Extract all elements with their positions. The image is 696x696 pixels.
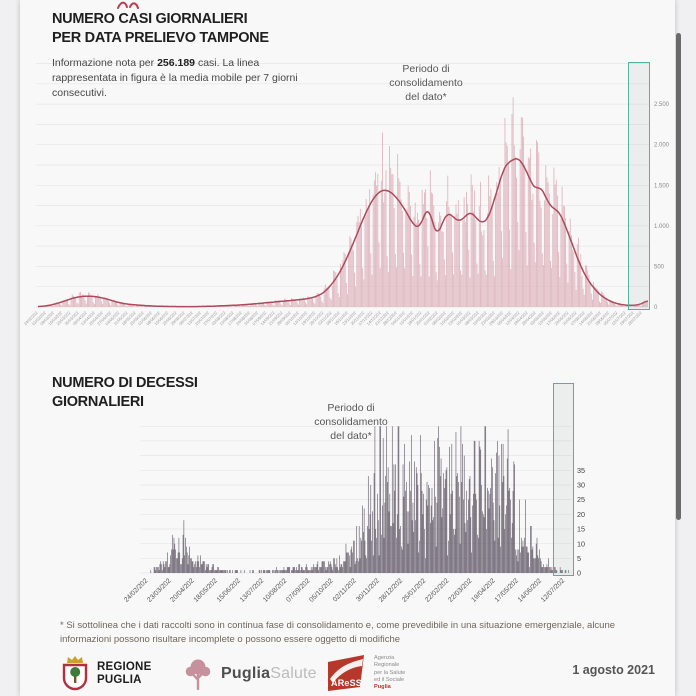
deaths-title-line2: GIORNALIERI — [52, 394, 144, 411]
consolidation-note-line1: Periodo di — [327, 402, 375, 414]
aress-text: Agenzia Regionale per la Salute ed il So… — [374, 655, 405, 691]
cases-chart: 05001.0001.5002.0002.50024/02/20202/03/2… — [23, 63, 670, 326]
subtitle-suffix: casi. La linea rappresentata in figura è… — [52, 57, 298, 100]
puglia-salute-logo: PugliaSalute — [183, 658, 317, 690]
consolidation-note-line1: Periodo di — [402, 63, 450, 75]
svg-text:17/05/202: 17/05/202 — [494, 577, 520, 603]
svg-text:0: 0 — [654, 305, 658, 311]
svg-text:28/12/202: 28/12/202 — [378, 577, 404, 603]
svg-text:22/02/202: 22/02/202 — [424, 577, 450, 603]
svg-text:30: 30 — [577, 481, 585, 490]
aress-line3: per la Salute — [374, 669, 406, 676]
svg-text:15/06/202: 15/06/202 — [216, 577, 242, 603]
data-consolidation-footnote: * Si sottolinea che i dati raccolti sono… — [60, 620, 616, 645]
cases-chart-title: NUMERO CASI GIORNALIERI PER DATA PRELIEV… — [52, 10, 269, 48]
consolidation-period-box-cases — [628, 62, 650, 310]
puglia-salute-light: Salute — [270, 665, 317, 682]
report-date: 1 agosto 2021 — [572, 663, 655, 677]
svg-text:13/07/202: 13/07/202 — [239, 577, 265, 603]
subtitle-cases-count: 256.189 — [157, 57, 196, 69]
consolidation-note-line2: consolidamento — [389, 76, 463, 89]
subtitle-prefix: Informazione nota per — [52, 57, 158, 69]
svg-text:1.000: 1.000 — [654, 224, 670, 230]
aress-wordmark: AReSS — [331, 678, 363, 689]
aress-line2: Regionale — [374, 662, 400, 669]
svg-text:14/06/202: 14/06/202 — [517, 577, 543, 603]
puglia-salute-tree-icon — [185, 659, 211, 690]
svg-text:12/07/202: 12/07/202 — [540, 577, 566, 603]
svg-text:02/11/202: 02/11/202 — [332, 577, 358, 603]
puglia-salute-bold: Puglia — [221, 665, 271, 682]
svg-text:25: 25 — [577, 495, 585, 504]
regione-line2: PUGLIA — [97, 674, 142, 686]
consolidation-period-box-deaths — [553, 383, 574, 576]
consolidation-note-cases: Periodo di consolidamento del dato* — [360, 63, 492, 105]
regione-puglia-logo: REGIONE PUGLIA — [60, 656, 151, 692]
svg-text:35: 35 — [577, 466, 585, 475]
svg-text:22/03/202: 22/03/202 — [447, 577, 473, 603]
puglia-salute-text: PugliaSalute — [221, 665, 317, 683]
svg-text:10/08/202: 10/08/202 — [262, 577, 288, 603]
aress-line4: ed il Sociale — [374, 676, 405, 683]
aress-logo: AReSS Agenzia Regionale per la Salute ed… — [328, 655, 405, 692]
deaths-title-line1: NUMERO DI DECESSI — [52, 375, 198, 391]
consolidation-note-line3: del dato* — [405, 90, 447, 103]
deaths-chart-title: NUMERO DI DECESSI GIORNALIERI — [52, 374, 198, 412]
svg-text:07/09/202: 07/09/202 — [285, 577, 311, 603]
svg-text:15: 15 — [577, 525, 585, 534]
svg-text:24/02/202: 24/02/202 — [123, 577, 149, 603]
svg-text:20/04/202: 20/04/202 — [169, 577, 195, 603]
cases-title-line2: PER DATA PRELIEVO TAMPONE — [52, 30, 269, 47]
svg-text:18/05/202: 18/05/202 — [193, 577, 219, 603]
regione-puglia-crest-icon — [62, 656, 88, 691]
cropped-red-logo-fragment — [117, 1, 139, 9]
aress-line5: Puglia — [374, 684, 391, 691]
svg-text:19/04/202: 19/04/202 — [470, 577, 496, 603]
svg-text:0: 0 — [577, 569, 581, 578]
consolidation-note-line3: del dato* — [330, 429, 372, 442]
deaths-chart: 0 5 10 15 20 25 30 35 24/02/20223/03/20220/04/20… — [123, 425, 585, 604]
cases-chart-subtitle: Informazione nota per 256.189 casi. La l… — [52, 56, 304, 102]
svg-text:25/01/202: 25/01/202 — [401, 577, 427, 603]
report-card — [20, 0, 675, 696]
svg-text:10: 10 — [577, 539, 585, 548]
vertical-scrollbar-thumb[interactable] — [676, 33, 681, 520]
svg-text:2.500: 2.500 — [654, 102, 670, 108]
cases-title-line1: NUMERO CASI GIORNALIERI — [52, 11, 248, 27]
consolidation-note-deaths: Periodo di consolidamento del dato* — [285, 402, 417, 444]
svg-text:1.500: 1.500 — [654, 183, 670, 189]
regione-line1: REGIONE — [97, 661, 152, 674]
aress-line1: Agenzia — [374, 655, 395, 661]
regione-puglia-text: REGIONE PUGLIA — [97, 661, 151, 687]
svg-text:2.000: 2.000 — [654, 143, 670, 149]
svg-text:05/10/202: 05/10/202 — [308, 577, 334, 603]
aress-flag-icon: AReSS — [328, 655, 368, 692]
consolidation-note-line2: consolidamento — [314, 415, 388, 428]
svg-text:500: 500 — [654, 264, 665, 270]
svg-text:20: 20 — [577, 510, 585, 519]
svg-text:23/03/202: 23/03/202 — [146, 577, 172, 603]
svg-text:5: 5 — [577, 554, 581, 563]
